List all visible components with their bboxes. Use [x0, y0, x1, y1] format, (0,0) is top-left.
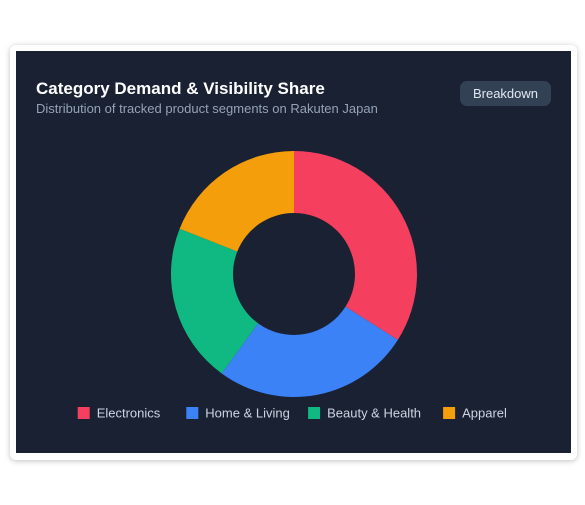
donut-segment: [294, 151, 417, 340]
legend-label: Home & Living: [205, 405, 290, 420]
chart-subtitle: Distribution of tracked product segments…: [36, 101, 378, 116]
donut-segment: [221, 306, 398, 397]
breakdown-button[interactable]: Breakdown: [460, 81, 551, 106]
chart-title: Category Demand & Visibility Share: [36, 79, 325, 98]
donut-segment: [179, 151, 294, 252]
legend-label: Apparel: [462, 405, 507, 420]
chart: Electronics Home & Living Beauty & Health A…: [77, 151, 507, 420]
legend-label: Electronics: [97, 405, 161, 420]
legend-swatch: [443, 407, 456, 419]
chart-panel: Category Demand & Visibility Share Distr…: [16, 51, 571, 453]
legend-swatch: [186, 407, 199, 419]
legend-label: Beauty & Health: [327, 405, 421, 420]
card: Category Demand & Visibility Share Distr…: [10, 45, 577, 460]
donut-segment: [171, 228, 259, 374]
legend-swatch: [77, 407, 90, 419]
legend-swatch: [308, 407, 321, 419]
